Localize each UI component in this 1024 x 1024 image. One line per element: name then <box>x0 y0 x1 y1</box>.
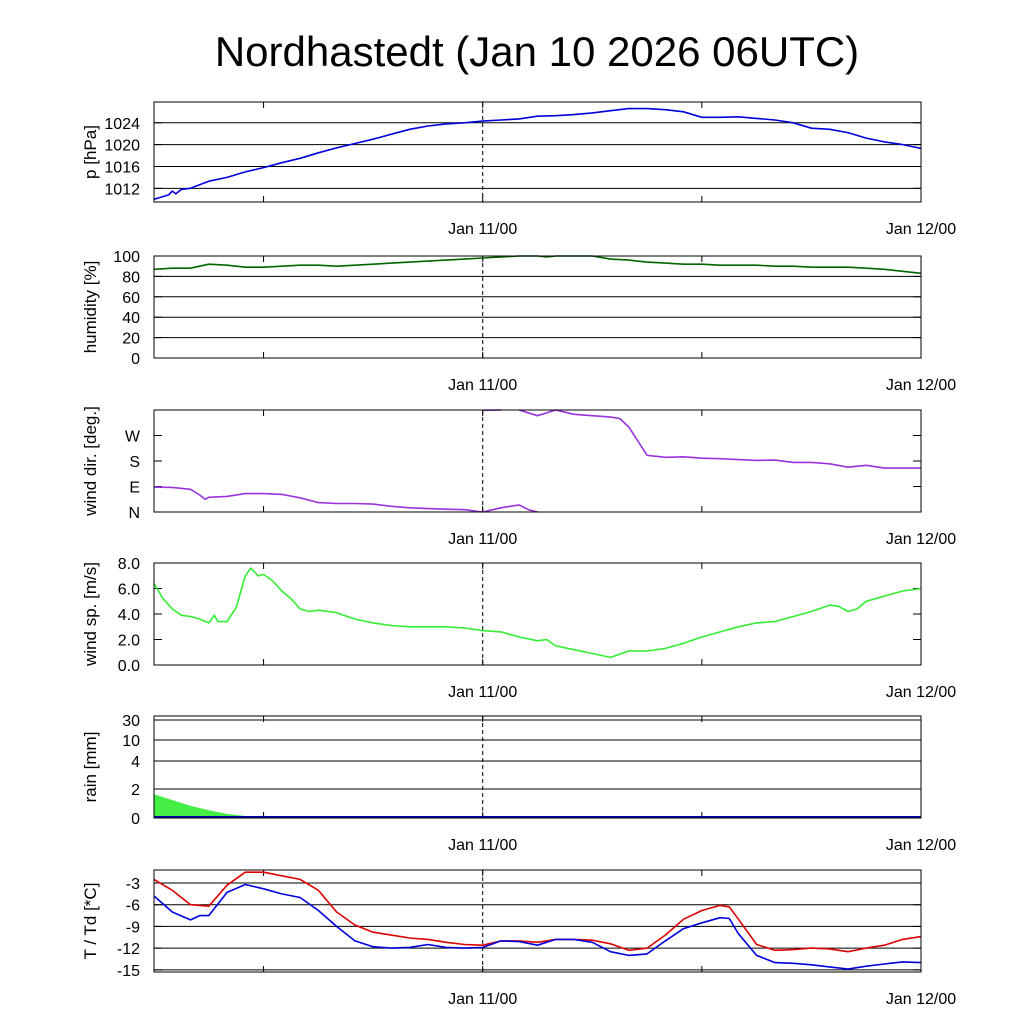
temperature-ytick-label: -12 <box>117 941 140 958</box>
temperature-ytick-label: -9 <box>126 919 140 936</box>
rain-xtick-label: Jan 12/00 <box>886 837 956 854</box>
temperature-xtick-label: Jan 12/00 <box>886 991 956 1008</box>
rain-ytick-label: 4 <box>131 754 140 771</box>
pressure-ylabel: p [hPa] <box>81 125 100 179</box>
temperature-Td-line <box>153 883 922 970</box>
rain-ylabel: rain [mm] <box>81 732 100 803</box>
rain-frame <box>153 715 922 819</box>
humidity-xtick-label: Jan 11/00 <box>448 377 517 394</box>
pressure-xtick-label: Jan 11/00 <box>448 221 517 238</box>
chart-title: Nordhastedt (Jan 10 2026 06UTC) <box>215 28 859 75</box>
pressure-ytick-label: 1016 <box>104 159 140 176</box>
wind_speed-ytick-label: 2.0 <box>118 633 140 650</box>
wind_direction-ytick-label: E <box>129 480 140 497</box>
wind_direction-wind_direction_part1-line <box>153 486 483 513</box>
wind_direction-wind_direction_part3-line <box>482 504 538 513</box>
humidity-ytick-label: 100 <box>113 249 140 266</box>
pressure-ytick-label: 1012 <box>104 181 140 198</box>
wind_direction-xtick-label: Jan 11/00 <box>448 531 517 548</box>
humidity-humidity-line <box>153 255 922 275</box>
temperature-ylabel: T / Td [*C] <box>81 883 100 960</box>
wind_speed-xtick-label: Jan 12/00 <box>886 684 956 701</box>
wind_direction-xtick-label: Jan 12/00 <box>886 531 956 548</box>
wind_speed-ytick-label: 6.0 <box>118 582 140 599</box>
pressure-xtick-label: Jan 12/00 <box>886 221 956 238</box>
wind_speed-ytick-label: 8.0 <box>118 556 140 573</box>
rain-ytick-label: 10 <box>122 733 140 750</box>
humidity-ytick-label: 0 <box>131 351 140 368</box>
wind_speed-ytick-label: 0.0 <box>118 658 140 675</box>
temperature-T-line <box>153 871 922 953</box>
wind_direction-ytick-label: W <box>125 429 141 446</box>
temperature-xtick-label: Jan 11/00 <box>448 991 517 1008</box>
pressure-pressure-line <box>153 107 922 201</box>
pressure-frame <box>153 101 922 203</box>
wind_speed-ylabel: wind sp. [m/s] <box>81 562 100 667</box>
wind_speed-frame <box>153 562 922 666</box>
humidity-ytick-label: 60 <box>122 290 140 307</box>
humidity-ylabel: humidity [%] <box>81 261 100 354</box>
rain-ytick-label: 30 <box>122 713 140 730</box>
wind_direction-ylabel: wind dir. [deg.] <box>81 406 100 517</box>
humidity-ytick-label: 40 <box>122 310 140 327</box>
humidity-frame <box>153 255 922 359</box>
wind_direction-ytick-label: S <box>129 454 140 471</box>
wind_speed-ytick-label: 4.0 <box>118 607 140 624</box>
humidity-ytick-label: 20 <box>122 331 140 348</box>
humidity-xtick-label: Jan 12/00 <box>886 377 956 394</box>
wind_speed-xtick-label: Jan 11/00 <box>448 684 517 701</box>
wind_direction-frame <box>153 409 922 513</box>
wind_direction-ytick-label: N <box>128 505 140 522</box>
rain-xtick-label: Jan 11/00 <box>448 837 517 854</box>
rain-ytick-label: 2 <box>131 782 140 799</box>
temperature-ytick-label: -3 <box>126 876 140 893</box>
wind_direction-wind_direction_part4-line <box>518 409 921 469</box>
wind_speed-wind_speed-line <box>153 567 922 659</box>
temperature-frame <box>153 869 922 973</box>
pressure-ytick-label: 1024 <box>104 116 140 133</box>
humidity-ytick-label: 80 <box>122 269 140 286</box>
rain-area <box>153 794 921 819</box>
pressure-ytick-label: 1020 <box>104 138 140 155</box>
temperature-ytick-label: -6 <box>126 898 140 915</box>
rain-ytick-label: 0 <box>131 811 140 828</box>
temperature-ytick-label: -15 <box>117 963 140 980</box>
